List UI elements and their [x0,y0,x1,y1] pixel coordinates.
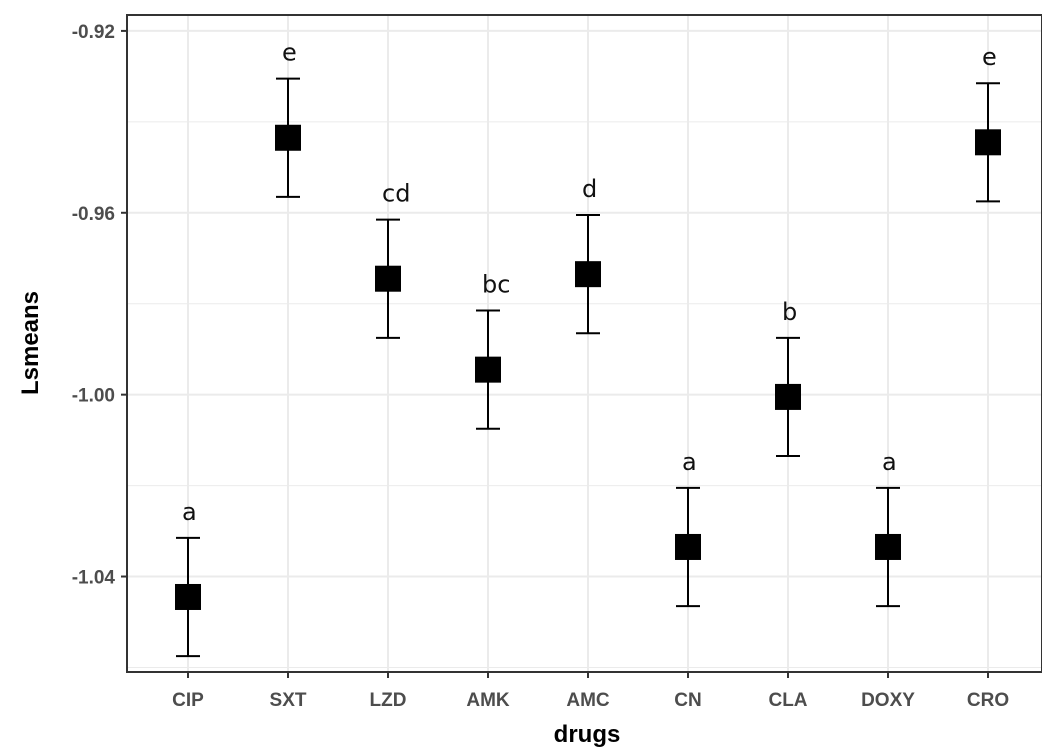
x-tick-label: CLA [768,690,807,711]
data-point-marker [675,533,701,560]
group-letter-label: bc [482,271,510,299]
panel-border [126,14,1042,673]
group-letter-label: e [982,43,997,71]
group-letter-label: a [682,448,697,476]
x-tick-label: CIP [172,690,204,711]
y-axis-ticks: -0.92 -0.96 -1.00 -1.04 [72,22,127,589]
x-axis-ticks: CIP SXT LZD AMK AMC CN CLA DOXY CRO [172,672,1009,711]
y-tick-label: -1.00 [72,386,115,407]
group-letters: a e cd bc d a b a e [182,39,997,526]
x-tick-label: AMK [466,690,510,711]
data-point-marker [775,383,801,410]
x-axis-title: drugs [554,721,621,748]
y-tick-label: -0.92 [72,22,115,43]
y-tick-label: -1.04 [72,568,116,589]
y-axis-title: Lsmeans [17,291,44,395]
data-point-marker [175,583,201,610]
y-tick-label: -0.96 [72,204,115,225]
x-tick-label: DOXY [861,690,915,711]
group-letter-label: cd [382,180,410,208]
data-point-marker [975,129,1001,156]
x-tick-label: CN [674,690,701,711]
data-point-marker [375,265,401,292]
grid-lines [127,15,1042,672]
group-letter-label: b [782,298,797,326]
group-letter-label: a [182,498,197,526]
data-point-marker [275,124,301,151]
x-tick-label: AMC [566,690,610,711]
data-point-marker [475,356,501,383]
data-points [175,124,1001,610]
group-letter-label: a [882,448,897,476]
group-letter-label: d [582,175,597,203]
x-tick-label: SXT [270,690,307,711]
x-tick-label: CRO [967,690,1009,711]
data-point-marker [875,533,901,560]
group-letter-label: e [282,39,297,67]
data-point-marker [575,261,601,288]
x-tick-label: LZD [370,690,407,711]
